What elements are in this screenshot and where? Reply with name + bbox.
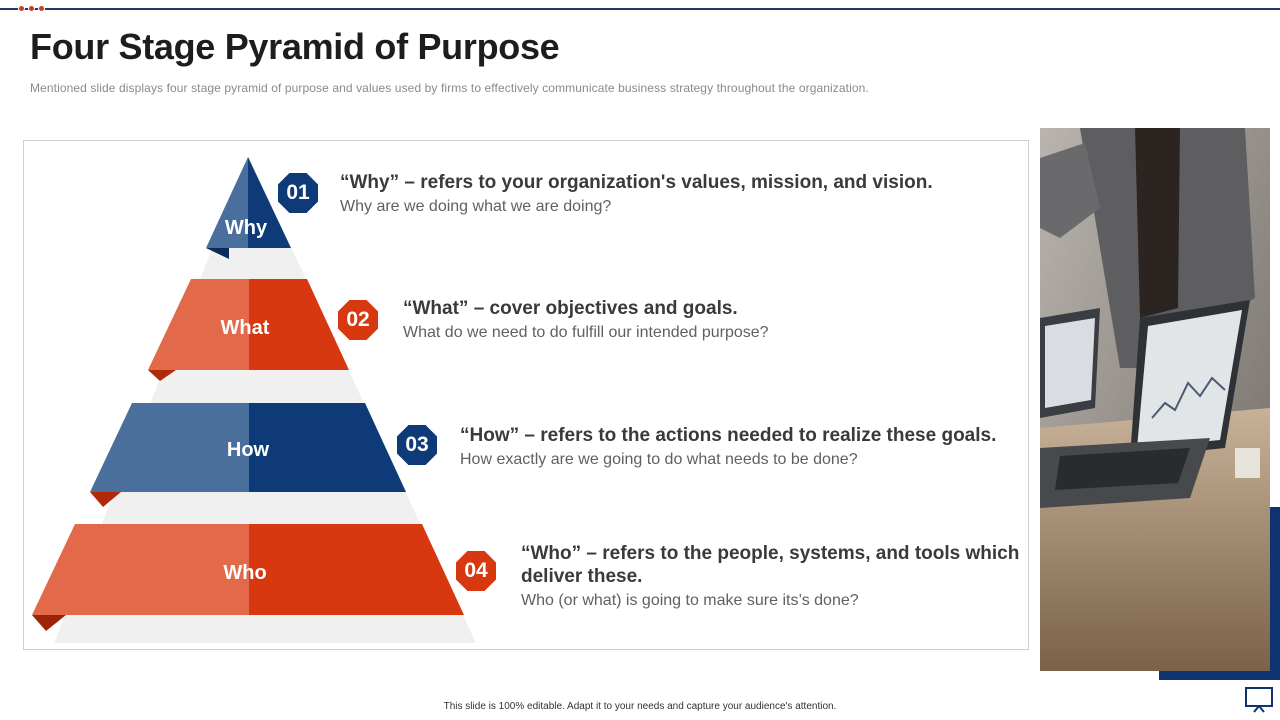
tier-how-fold bbox=[90, 492, 121, 507]
slide-title: Four Stage Pyramid of Purpose bbox=[30, 26, 560, 67]
accent-bar-vertical bbox=[1270, 507, 1280, 680]
accent-bar-horizontal bbox=[1159, 671, 1280, 680]
item-who-heading: “Who” – refers to the people, systems, a… bbox=[521, 543, 1020, 587]
pyramid-shadow bbox=[54, 157, 476, 643]
item-how-heading: “How” – refers to the actions needed to … bbox=[460, 425, 997, 446]
tier-who-label: Who bbox=[223, 562, 266, 584]
office-photo bbox=[1040, 128, 1270, 671]
tier-how-left bbox=[90, 403, 249, 492]
tier-why-fold bbox=[206, 248, 229, 259]
tier-why-left bbox=[206, 157, 248, 248]
tier-who-right bbox=[249, 524, 464, 615]
presentation-screen-icon[interactable] bbox=[1244, 686, 1274, 714]
item-who-description: Who (or what) is going to make sure its’… bbox=[521, 592, 859, 609]
pyramid-panel: Why What How Who 01 02 03 04 “Why” – ref… bbox=[23, 140, 1029, 650]
footer-note: This slide is 100% editable. Adapt it to… bbox=[443, 701, 837, 712]
tier-how-label: How bbox=[227, 439, 270, 461]
badge-01: 01 bbox=[276, 171, 320, 215]
tier-what-fold bbox=[148, 370, 176, 381]
item-who: “Who” – refers to the people, systems, a… bbox=[521, 542, 1021, 611]
tier-who-left bbox=[32, 524, 249, 615]
top-rule bbox=[0, 8, 1280, 10]
tier-how-right bbox=[249, 403, 406, 492]
tier-who-fold bbox=[32, 615, 66, 631]
badge-01-number: 01 bbox=[286, 181, 310, 204]
item-why-heading: “Why” – refers to your organization's va… bbox=[340, 172, 933, 193]
tier-why-right bbox=[248, 157, 291, 248]
header-dots-icon bbox=[18, 5, 45, 12]
tier-what-right bbox=[249, 279, 349, 370]
badge-04: 04 bbox=[454, 549, 498, 593]
tier-why-label: Why bbox=[225, 217, 268, 239]
item-how: “How” – refers to the actions needed to … bbox=[460, 424, 1005, 470]
tier-what-left bbox=[148, 279, 249, 370]
item-what-heading: “What” – cover objectives and goals. bbox=[403, 298, 738, 319]
item-what: “What” – cover objectives and goals. Wha… bbox=[403, 297, 983, 343]
slide-subtitle: Mentioned slide displays four stage pyra… bbox=[30, 81, 869, 95]
pyramid-graphic: Why What How Who bbox=[32, 157, 476, 643]
item-why: “Why” – refers to your organization's va… bbox=[340, 171, 980, 217]
item-how-description: How exactly are we going to do what need… bbox=[460, 451, 858, 468]
item-why-description: Why are we doing what we are doing? bbox=[340, 198, 612, 215]
badge-03: 03 bbox=[395, 423, 439, 467]
badge-02: 02 bbox=[336, 298, 380, 342]
tier-what-label: What bbox=[221, 317, 270, 339]
badge-04-number: 04 bbox=[464, 559, 488, 582]
badge-03-number: 03 bbox=[405, 433, 429, 456]
badge-02-number: 02 bbox=[346, 308, 370, 331]
item-what-description: What do we need to do fulfill our intend… bbox=[403, 324, 769, 341]
